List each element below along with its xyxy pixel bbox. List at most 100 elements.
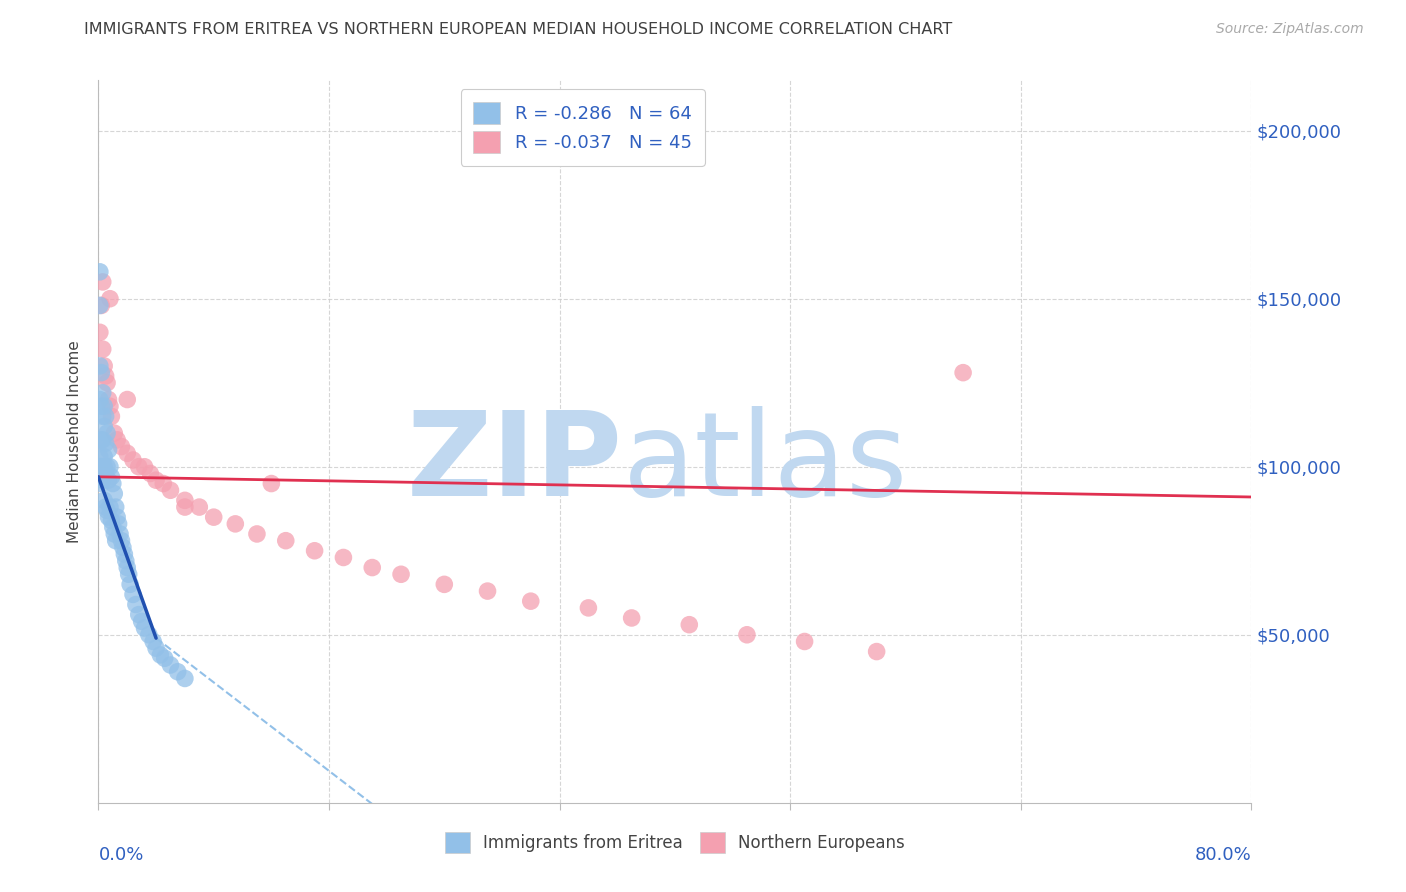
Point <box>89 326 111 340</box>
Point <box>96 426 118 441</box>
Point <box>97 392 120 407</box>
Point <box>91 473 114 487</box>
Text: atlas: atlas <box>623 406 908 521</box>
Point <box>90 476 112 491</box>
Point <box>94 500 117 514</box>
Point <box>678 617 700 632</box>
Point <box>112 547 135 561</box>
Text: 80.0%: 80.0% <box>1195 847 1251 864</box>
Point <box>91 385 114 400</box>
Text: ZIP: ZIP <box>406 406 623 521</box>
Point <box>94 369 117 384</box>
Point <box>104 533 127 548</box>
Point <box>89 265 111 279</box>
Point <box>117 560 139 574</box>
Point <box>93 493 115 508</box>
Point <box>96 376 118 390</box>
Point <box>120 577 142 591</box>
Point <box>361 560 384 574</box>
Point <box>125 598 148 612</box>
Point <box>97 510 120 524</box>
Point <box>89 392 111 407</box>
Point <box>103 527 125 541</box>
Point <box>103 426 125 441</box>
Point <box>93 399 115 413</box>
Point <box>952 366 974 380</box>
Point <box>174 493 197 508</box>
Point <box>246 527 269 541</box>
Point <box>103 486 125 500</box>
Point <box>89 359 111 373</box>
Point <box>110 533 132 548</box>
Point <box>145 473 167 487</box>
Point <box>97 442 120 457</box>
Point <box>224 516 246 531</box>
Text: Source: ZipAtlas.com: Source: ZipAtlas.com <box>1216 22 1364 37</box>
Point <box>98 459 121 474</box>
Point <box>98 399 121 413</box>
Point <box>90 459 112 474</box>
Point <box>101 476 124 491</box>
Point <box>111 541 134 555</box>
Point <box>91 342 114 356</box>
Point <box>477 584 499 599</box>
Point <box>91 433 114 447</box>
Point <box>142 634 165 648</box>
Point <box>91 409 114 424</box>
Point <box>159 658 181 673</box>
Point <box>91 275 114 289</box>
Point <box>153 651 176 665</box>
Point <box>89 450 111 464</box>
Point <box>202 510 225 524</box>
Point <box>93 459 115 474</box>
Point <box>93 450 115 464</box>
Point <box>159 483 181 498</box>
Point <box>110 440 132 454</box>
Point <box>108 527 131 541</box>
Point <box>114 554 136 568</box>
Point <box>152 476 174 491</box>
Point <box>94 436 117 450</box>
Point <box>97 473 120 487</box>
Point <box>90 433 112 447</box>
Point <box>89 459 111 474</box>
Point <box>166 665 188 679</box>
Point <box>93 419 115 434</box>
Point <box>90 298 112 312</box>
Point <box>90 366 112 380</box>
Legend: Immigrants from Eritrea, Northern Europeans: Immigrants from Eritrea, Northern Europe… <box>439 826 911 860</box>
Point <box>735 628 758 642</box>
Point <box>134 459 156 474</box>
Point <box>433 577 456 591</box>
Point <box>105 510 128 524</box>
Point <box>96 459 118 474</box>
Point <box>101 520 124 534</box>
Point <box>93 359 115 373</box>
Point <box>107 516 129 531</box>
Point <box>91 459 114 474</box>
Point <box>793 634 815 648</box>
Point <box>274 533 297 548</box>
Point <box>118 567 141 582</box>
Point <box>149 648 172 662</box>
Point <box>139 467 162 481</box>
Point <box>332 550 354 565</box>
Point <box>128 459 150 474</box>
Text: 0.0%: 0.0% <box>98 847 143 864</box>
Point <box>145 641 167 656</box>
Point <box>128 607 150 622</box>
Point <box>117 446 139 460</box>
Point <box>96 503 118 517</box>
Text: IMMIGRANTS FROM ERITREA VS NORTHERN EUROPEAN MEDIAN HOUSEHOLD INCOME CORRELATION: IMMIGRANTS FROM ERITREA VS NORTHERN EURO… <box>84 22 953 37</box>
Point <box>520 594 543 608</box>
Point <box>389 567 412 582</box>
Point <box>100 470 122 484</box>
Point <box>100 514 122 528</box>
Point <box>260 476 283 491</box>
Point <box>578 600 600 615</box>
Point <box>98 500 121 514</box>
Point <box>866 644 889 658</box>
Point <box>122 587 145 601</box>
Point <box>134 621 156 635</box>
Point <box>174 500 197 514</box>
